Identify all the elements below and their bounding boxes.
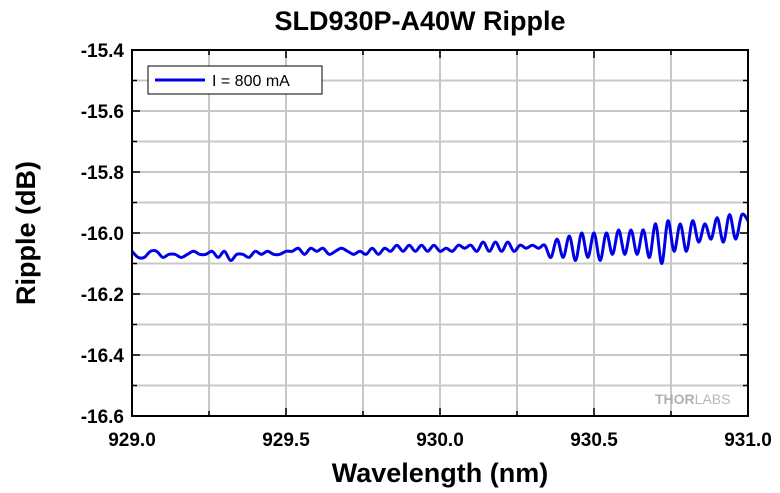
y-tick-label: -16.2 [81,285,124,306]
y-tick-label: -15.8 [81,163,124,184]
y-tick-label: -16.6 [81,407,124,428]
y-tick-label: -15.6 [81,102,124,123]
watermark-bold: THOR [655,391,695,407]
legend-label: I = 800 mA [212,73,290,90]
thorlabs-watermark: THORLABS [655,391,730,407]
grid-lines [132,50,748,416]
x-tick-label: 929.0 [108,430,156,451]
y-tick-label: -16.4 [81,346,125,367]
x-tick-labels: 929.0 929.5 930.0 930.5 931.0 [108,430,772,451]
series-layer [130,212,750,266]
series-line [130,212,750,266]
legend: I = 800 mA [147,65,323,95]
x-tick-label: 930.0 [416,430,464,451]
chart-title: SLD930P-A40W Ripple [274,6,565,36]
x-axis-title: Wavelength (nm) [332,458,549,488]
y-tick-label: -16.0 [81,224,124,245]
y-axis-title: Ripple (dB) [11,161,41,305]
watermark-thin: LABS [695,391,731,407]
y-tick-label: -15.4 [81,41,125,62]
svg-text:THORLABS: THORLABS [655,391,730,407]
x-tick-label: 929.5 [262,430,310,451]
y-tick-labels: -15.4 -15.6 -15.8 -16.0 -16.2 -16.4 -16.6 [81,41,125,428]
x-tick-label: 931.0 [724,430,772,451]
plot-frame [131,49,749,417]
x-tick-label: 930.5 [570,430,618,451]
